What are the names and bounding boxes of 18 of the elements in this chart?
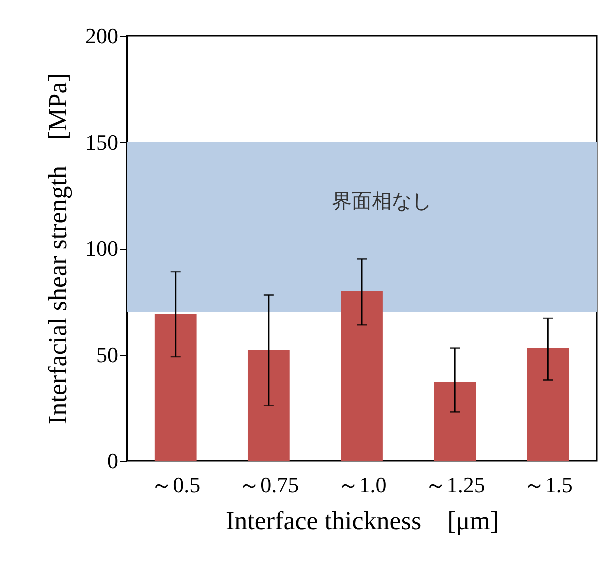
x-tick-label: ～1.0: [337, 472, 387, 498]
bar: [341, 291, 383, 461]
y-tick-label: 200: [86, 24, 118, 48]
y-tick-label: 150: [86, 130, 118, 155]
bar: [434, 382, 476, 461]
y-tick-label: 50: [96, 342, 118, 368]
x-tick-label: ～0.75: [238, 472, 300, 498]
bar: [248, 350, 290, 461]
bar: [527, 348, 570, 461]
y-axis-title: Interfacial shear strength [MPa]: [44, 74, 72, 424]
y-tick-label: 0: [108, 448, 118, 474]
x-tick-label: ～0.5: [151, 472, 201, 498]
bar: [154, 314, 197, 461]
x-axis-title: Interface thickness [μm]: [226, 506, 500, 536]
y-tick-label: 100: [86, 236, 118, 261]
band-label: 界面相なし: [332, 188, 432, 213]
x-tick-label: ～1.25: [424, 472, 486, 498]
x-tick-label: ～1.5: [523, 472, 573, 498]
